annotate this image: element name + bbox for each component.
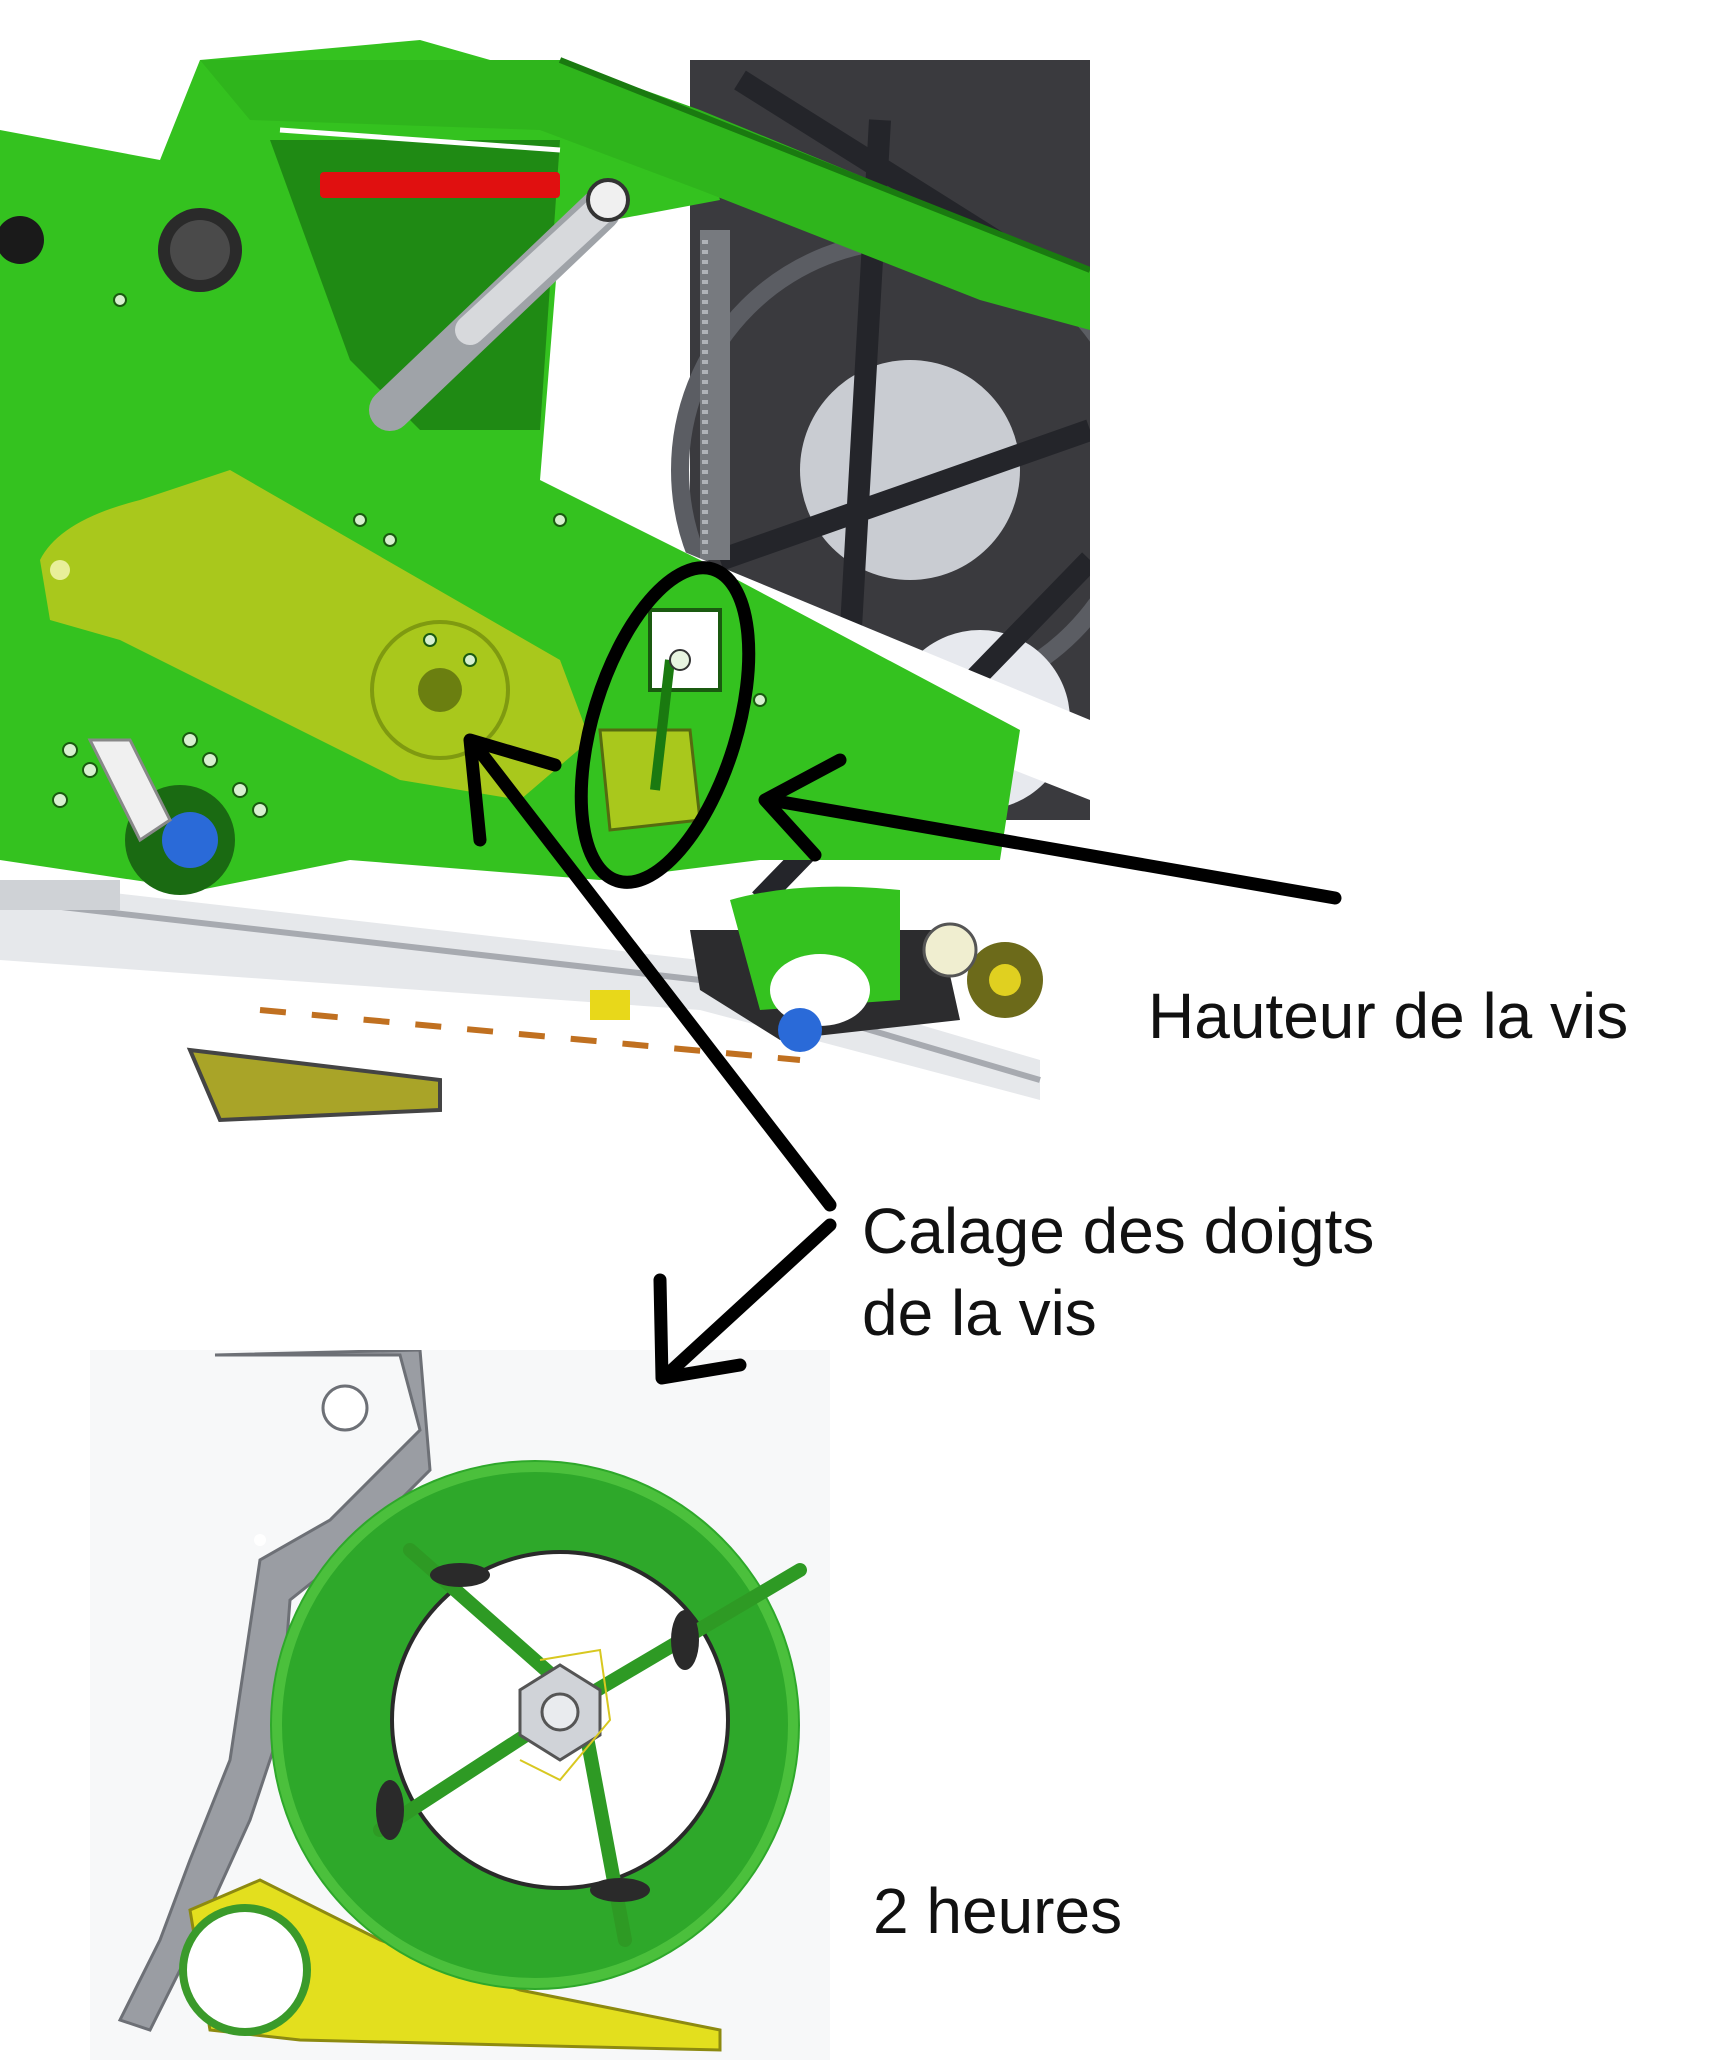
finger-timing-label-line1: Calage des doigts <box>862 1195 1375 1267</box>
callout-arrow-auger-height <box>758 753 1342 905</box>
left-bearing <box>87 738 235 895</box>
callout-arrow-finger-timing-down <box>653 1218 837 1385</box>
callout-arrow-finger-timing-up <box>463 733 837 1212</box>
auger-hub <box>518 1648 612 1782</box>
finger-position-label: 2 heures <box>873 1875 1123 1947</box>
cutter-bar <box>0 880 1041 1123</box>
finger-timing-label: Calage des doigts de la vis <box>862 1190 1374 1354</box>
callouts <box>463 561 1342 1385</box>
auger-height-label: Hauteur de la vis <box>1148 980 1629 1052</box>
right-lower-bracket <box>690 886 1043 1052</box>
header-machine-illustration <box>0 40 1090 1123</box>
callout-ellipse <box>574 561 756 889</box>
auger-finger-timing-detail <box>90 1350 830 2060</box>
small-drum <box>179 1904 311 2036</box>
frame-bolts <box>52 293 767 818</box>
finger-timing-label-line2: de la vis <box>862 1277 1097 1349</box>
auger-height-adjuster <box>598 608 722 832</box>
hydraulic-cylinder <box>369 178 630 431</box>
red-marker <box>320 172 560 198</box>
